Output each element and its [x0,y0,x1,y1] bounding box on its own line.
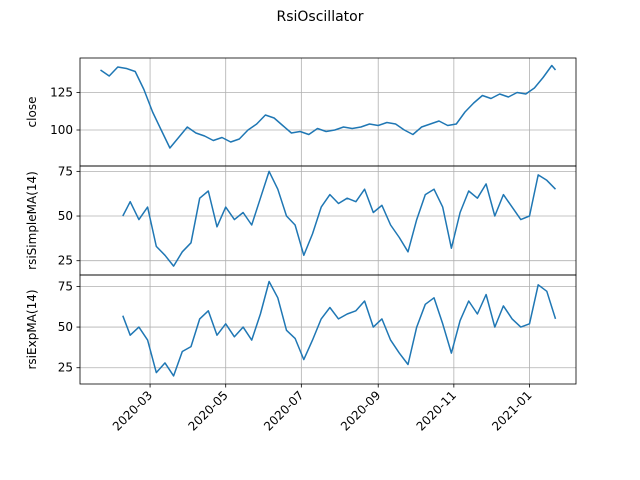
panel-2-ytick-label-2: 75 [58,279,73,293]
xtick-label-3: 2020-09 [338,388,383,433]
chart-title: RsiOscillator [277,9,364,25]
panel-1: 25 50 75 rsiSimpleMA(14) [25,164,577,276]
panel-1-series-line [122,170,557,267]
panel-1-frame [79,165,577,276]
x-axis: 2020-03 2020-05 2020-07 2020-09 2020-11 2021-… [110,384,535,434]
panel-0-ytick-label-0: 100 [50,123,73,137]
xtick-label-0: 2020-03 [110,388,155,433]
panel-1-ytick-label-2: 75 [58,164,73,178]
panel-1-ylabel: rsiSimpleMA(14) [25,171,39,270]
panel-2: 25 50 75 rsiExpMA(14) [25,274,577,385]
panel-2-ylabel: rsiExpMA(14) [25,289,39,369]
panel-0: 100 125 close [25,57,577,167]
panel-2-series-line [122,280,557,377]
panel-2-frame [79,274,577,385]
panel-1-ytick-label-0: 25 [58,254,73,268]
xtick-label-5: 2021-01 [489,388,534,433]
panels-layer: 100 125 close 25 50 75 rsiSimpleMA(14) 25 50 75 rs… [25,57,577,385]
panel-0-ytick-label-1: 125 [50,86,73,100]
xtick-label-1: 2020-05 [185,388,230,433]
panel-2-ytick-label-0: 25 [58,361,73,375]
xtick-label-4: 2020-11 [414,388,459,433]
panel-2-ytick-label-1: 50 [58,320,73,334]
panel-0-frame [79,57,577,167]
panel-0-ylabel: close [25,97,39,128]
panel-0-series-line [100,64,557,149]
panel-1-ytick-label-1: 50 [58,209,73,223]
xtick-label-2: 2020-07 [261,388,306,433]
